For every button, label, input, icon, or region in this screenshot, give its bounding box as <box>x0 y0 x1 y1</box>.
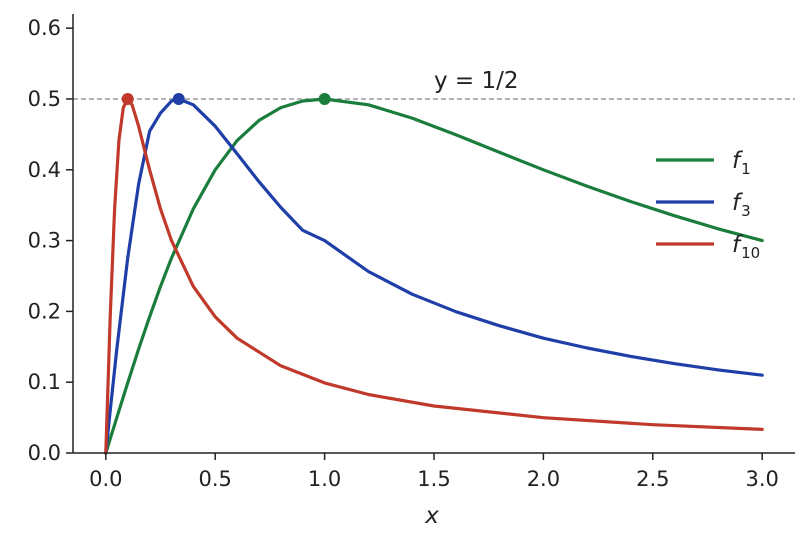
ticks: 0.0 0.5 1.0 1.5 2.0 2.5 3.0 0.0 0.1 0.2 0.3 0.4 0.5 0… <box>28 16 779 491</box>
y-tick-label: 0.3 <box>28 229 61 253</box>
x-tick-label: 1.0 <box>308 467 341 491</box>
series-line-f3 <box>104 97 764 455</box>
y-tick-label: 0.2 <box>28 299 61 323</box>
legend-label-f10: f10 <box>732 232 760 262</box>
plot-area <box>73 92 795 455</box>
x-tick-label: 2.0 <box>527 467 560 491</box>
series-line-f10 <box>104 97 764 455</box>
legend-label-f3: f3 <box>732 190 751 220</box>
series-line-f1 <box>104 97 764 455</box>
x-axis-label: x <box>424 503 439 529</box>
legend: f1 f3 f10 <box>656 148 760 262</box>
x-tick-label: 2.5 <box>636 467 669 491</box>
peak-point-f1 <box>318 92 331 105</box>
legend-label-f1: f1 <box>732 148 751 178</box>
x-tick-label: 1.5 <box>417 467 450 491</box>
y-tick-label: 0.0 <box>28 441 61 465</box>
peak-point-f3 <box>172 92 185 105</box>
y-tick-label: 0.5 <box>28 87 61 111</box>
peak-point-f10 <box>121 92 134 105</box>
y-tick-label: 0.1 <box>28 370 61 394</box>
y-tick-label: 0.4 <box>28 158 61 182</box>
x-tick-label: 0.5 <box>199 467 232 491</box>
y-tick-label: 0.6 <box>28 16 61 40</box>
reference-line-label: y = 1/2 <box>434 68 519 94</box>
x-tick-label: 0.0 <box>89 467 122 491</box>
x-tick-label: 3.0 <box>745 467 778 491</box>
